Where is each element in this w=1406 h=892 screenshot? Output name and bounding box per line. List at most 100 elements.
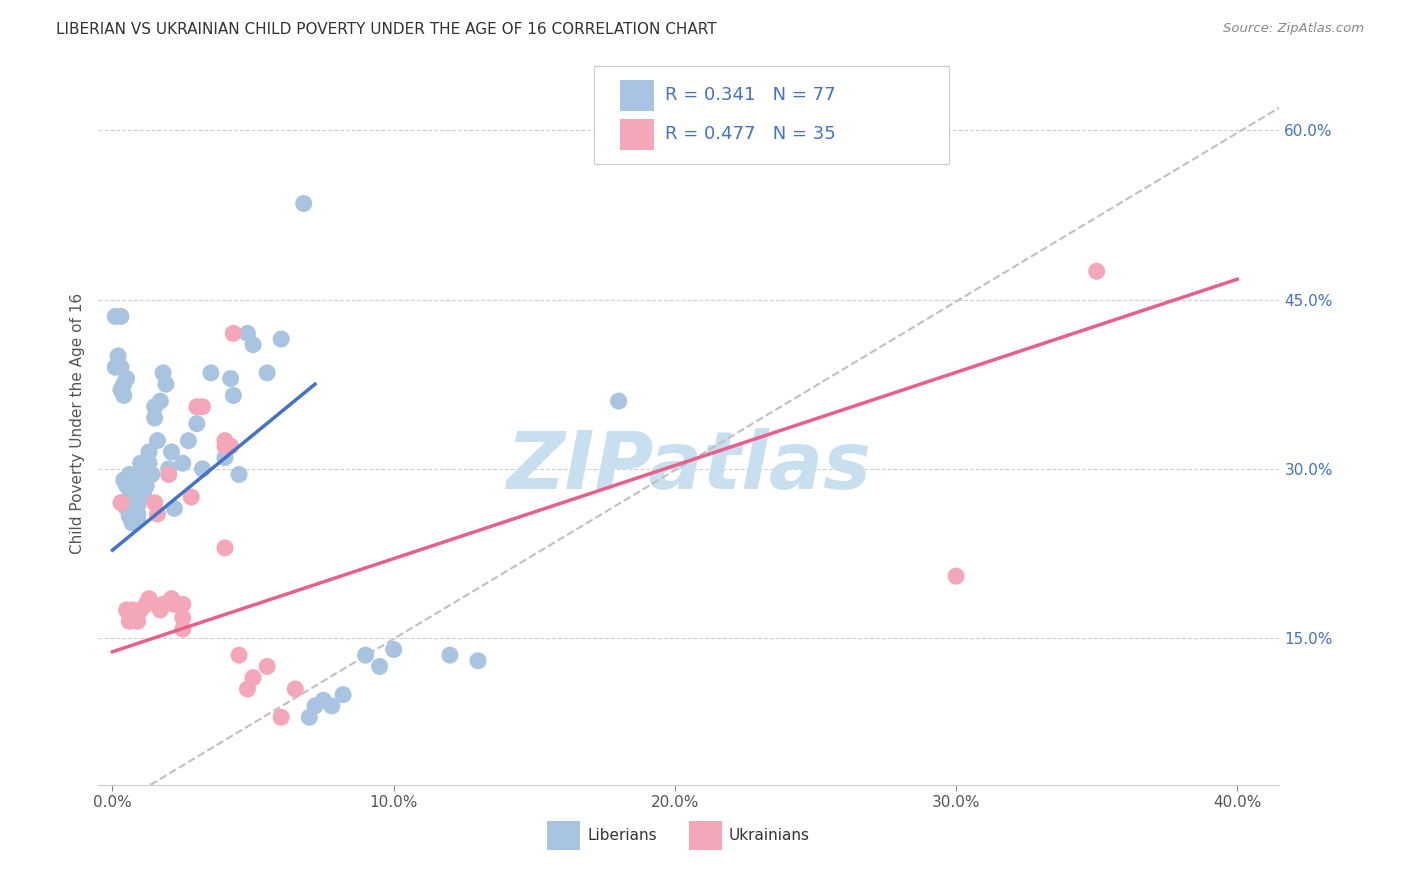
- Point: [115, 501, 138, 516]
- Point: [135, 467, 157, 482]
- Point: [121, 498, 143, 512]
- Point: [152, 366, 174, 380]
- Point: [228, 467, 250, 482]
- Text: Ukrainians: Ukrainians: [730, 828, 810, 843]
- Point: [135, 456, 157, 470]
- Point: [236, 326, 259, 341]
- Point: [222, 326, 245, 341]
- Point: [124, 611, 146, 625]
- Point: [104, 360, 127, 375]
- Point: [118, 479, 141, 493]
- Point: [228, 648, 250, 662]
- Point: [121, 507, 143, 521]
- Text: ZIPatlas: ZIPatlas: [506, 428, 872, 506]
- Point: [118, 490, 141, 504]
- Point: [118, 467, 141, 482]
- Point: [368, 659, 391, 673]
- FancyBboxPatch shape: [595, 66, 949, 163]
- Point: [129, 464, 152, 478]
- Point: [180, 490, 202, 504]
- Text: LIBERIAN VS UKRAINIAN CHILD POVERTY UNDER THE AGE OF 16 CORRELATION CHART: LIBERIAN VS UKRAINIAN CHILD POVERTY UNDE…: [56, 22, 717, 37]
- Point: [110, 383, 132, 397]
- Point: [607, 394, 630, 409]
- Point: [382, 642, 405, 657]
- Point: [321, 698, 343, 713]
- Point: [143, 496, 166, 510]
- Point: [135, 598, 157, 612]
- Point: [160, 591, 183, 606]
- Point: [177, 434, 200, 448]
- Point: [242, 337, 264, 351]
- Point: [121, 513, 143, 527]
- Point: [284, 681, 307, 696]
- Point: [172, 611, 194, 625]
- Point: [118, 496, 141, 510]
- FancyBboxPatch shape: [689, 821, 723, 850]
- FancyBboxPatch shape: [620, 80, 654, 111]
- Point: [138, 445, 160, 459]
- Point: [118, 509, 141, 524]
- Point: [132, 486, 155, 500]
- Point: [110, 496, 132, 510]
- Point: [124, 479, 146, 493]
- Point: [312, 693, 335, 707]
- Point: [186, 417, 208, 431]
- Point: [214, 439, 236, 453]
- Point: [143, 400, 166, 414]
- Point: [191, 400, 214, 414]
- Point: [354, 648, 377, 662]
- Point: [118, 614, 141, 628]
- Point: [127, 614, 149, 628]
- Point: [157, 462, 180, 476]
- Text: R = 0.477   N = 35: R = 0.477 N = 35: [665, 126, 837, 144]
- Point: [1085, 264, 1108, 278]
- Point: [163, 501, 186, 516]
- Point: [146, 507, 169, 521]
- Point: [214, 541, 236, 555]
- Point: [191, 462, 214, 476]
- Point: [214, 434, 236, 448]
- Point: [138, 591, 160, 606]
- Point: [107, 349, 129, 363]
- Point: [292, 196, 315, 211]
- Point: [256, 366, 278, 380]
- Point: [138, 456, 160, 470]
- Point: [157, 467, 180, 482]
- Point: [439, 648, 461, 662]
- Point: [132, 479, 155, 493]
- Y-axis label: Child Poverty Under the Age of 16: Child Poverty Under the Age of 16: [69, 293, 84, 554]
- Point: [163, 598, 186, 612]
- Point: [112, 473, 135, 487]
- Point: [129, 473, 152, 487]
- Text: Liberians: Liberians: [588, 828, 657, 843]
- FancyBboxPatch shape: [620, 119, 654, 150]
- Point: [219, 439, 242, 453]
- Point: [127, 490, 149, 504]
- Point: [172, 622, 194, 636]
- Point: [270, 710, 292, 724]
- Point: [155, 377, 177, 392]
- FancyBboxPatch shape: [547, 821, 581, 850]
- Point: [112, 388, 135, 402]
- Point: [124, 509, 146, 524]
- Point: [127, 498, 149, 512]
- Point: [124, 493, 146, 508]
- Point: [127, 513, 149, 527]
- Point: [172, 598, 194, 612]
- Point: [143, 411, 166, 425]
- Text: R = 0.341   N = 77: R = 0.341 N = 77: [665, 87, 837, 104]
- Point: [152, 598, 174, 612]
- Point: [124, 486, 146, 500]
- Point: [304, 698, 326, 713]
- Point: [141, 467, 163, 482]
- Point: [149, 603, 172, 617]
- Point: [118, 501, 141, 516]
- Point: [129, 603, 152, 617]
- Point: [160, 445, 183, 459]
- Point: [112, 377, 135, 392]
- Point: [146, 434, 169, 448]
- Point: [115, 496, 138, 510]
- Point: [104, 310, 127, 324]
- Point: [127, 507, 149, 521]
- Point: [129, 456, 152, 470]
